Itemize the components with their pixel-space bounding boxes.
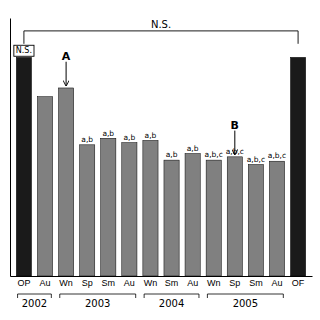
x-tick-label: Wn [207, 278, 221, 288]
x-tick: Wn [207, 276, 221, 288]
bar [248, 164, 263, 276]
x-axis: OP Au Wn Sp Sm Au Wn Sm Au Wn Sp Sm Au OF [11, 276, 313, 288]
bar [16, 57, 31, 276]
x-tick: Wn [59, 276, 73, 288]
labels: a,ba,ba,ba,ba,ba,ba,b,ca,b,ca,b,ca,b,c20… [14, 19, 298, 309]
top-bracket [24, 31, 298, 44]
bar-label: a,b [166, 150, 178, 159]
x-tick: Sm [102, 276, 116, 288]
bar [37, 97, 52, 276]
y-axis [10, 19, 11, 277]
annotation-label: B [231, 119, 239, 132]
bar-label: a,b [123, 133, 135, 142]
x-tick-label: Sp [229, 278, 240, 288]
bar [122, 143, 137, 276]
bar [101, 138, 116, 276]
chart: OP Au Wn Sp Sm Au Wn Sm Au Wn Sp Sm Au OF a,b a,b a,b a,b… [0, 0, 320, 320]
y-axis-line [10, 19, 11, 277]
x-tick: Au [271, 276, 282, 288]
x-tick-label: Sm [102, 278, 116, 288]
x-tick-label: Wn [59, 278, 73, 288]
x-tick: OF [292, 276, 305, 288]
top-bracket-label: N.S. [151, 19, 171, 30]
x-tick: Au [124, 276, 135, 288]
bar-label: a,b,c [247, 155, 265, 164]
x-tick: Sm [249, 276, 262, 288]
annotation-box [14, 45, 34, 56]
bar-label: a,b [81, 135, 93, 144]
bar-label: a,b [102, 129, 114, 138]
x-tick-label: Sm [165, 278, 179, 288]
x-tick: OP [17, 276, 30, 288]
x-tick-label: Au [40, 278, 51, 288]
x-tick-label: OF [292, 278, 305, 288]
x-tick-label: Wn [144, 278, 158, 288]
x-tick-label: Sm [249, 278, 262, 288]
annotation-arrow [66, 62, 67, 86]
bar-label: a,b,c [268, 151, 286, 160]
bar [143, 140, 158, 276]
bar [80, 145, 95, 276]
bar-label: a,b [145, 131, 157, 140]
x-tick: Au [187, 276, 198, 288]
annotation-box-label: N.S. [16, 46, 32, 55]
bar [59, 88, 74, 276]
annotation-label: A [62, 50, 71, 63]
bars [16, 57, 305, 276]
group-label: 2002 [22, 298, 47, 309]
bar [290, 57, 305, 276]
group-label: 2005 [233, 298, 258, 309]
x-tick: Wn [144, 276, 158, 288]
x-tick-label: Au [271, 278, 282, 288]
bar-label: a,b [187, 144, 199, 153]
bar-label: a,b,c [205, 150, 223, 159]
x-tick-label: Au [187, 278, 198, 288]
x-axis-line [11, 276, 313, 277]
group-label: 2003 [85, 298, 110, 309]
group-label: 2004 [159, 298, 184, 309]
annotation-arrow [234, 131, 235, 155]
bar [185, 154, 200, 276]
x-tick-label: OP [17, 278, 30, 288]
x-tick-label: Sp [82, 278, 93, 288]
x-tick-label: Au [124, 278, 135, 288]
x-tick: Sm [165, 276, 179, 288]
x-tick: Au [40, 276, 51, 288]
bar [206, 160, 221, 276]
bar [164, 160, 179, 276]
bar [269, 161, 284, 276]
bar [227, 157, 242, 276]
x-tick: Sp [229, 276, 240, 288]
x-tick: Sp [82, 276, 93, 288]
